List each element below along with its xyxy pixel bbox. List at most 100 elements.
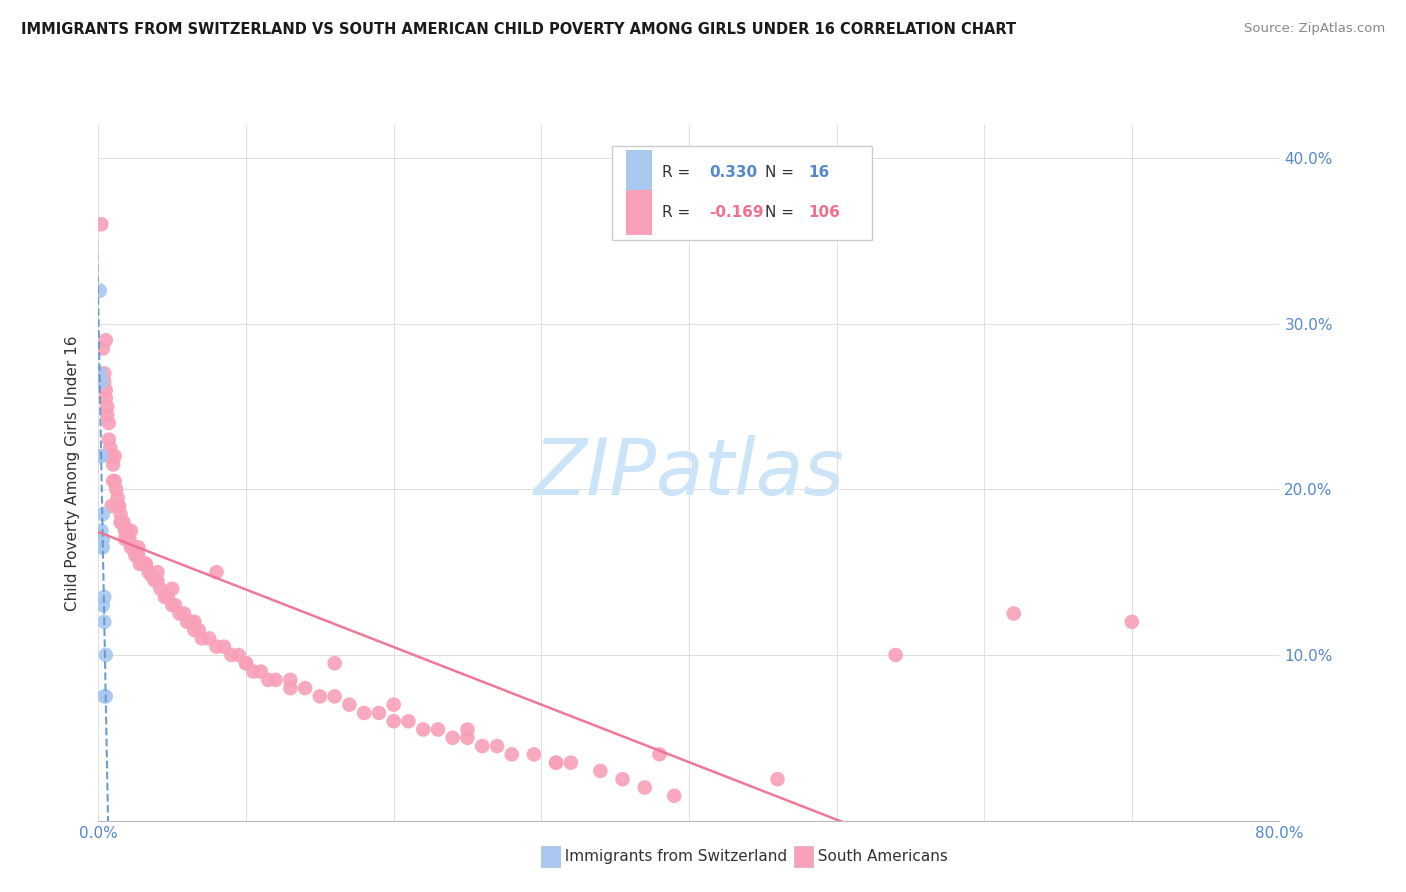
Bar xyxy=(626,190,652,235)
Point xyxy=(149,582,172,596)
Point xyxy=(612,772,634,787)
Point xyxy=(89,367,111,381)
Point xyxy=(107,499,129,513)
Point xyxy=(1002,607,1025,621)
Point xyxy=(104,474,127,488)
Point xyxy=(91,507,114,521)
Point xyxy=(98,449,121,463)
Bar xyxy=(626,150,652,194)
Text: 16: 16 xyxy=(808,165,830,179)
Point xyxy=(93,375,115,389)
Point xyxy=(250,665,273,679)
Point xyxy=(353,706,375,720)
Point xyxy=(96,408,118,422)
Point xyxy=(90,375,112,389)
Point xyxy=(165,599,187,613)
Text: N =: N = xyxy=(765,205,799,220)
Point xyxy=(111,516,134,530)
Point xyxy=(1121,615,1143,629)
Point xyxy=(382,698,405,712)
Point xyxy=(664,789,686,803)
Point xyxy=(90,217,112,231)
Point xyxy=(94,383,117,397)
Point xyxy=(162,599,183,613)
Point xyxy=(235,657,257,671)
Point xyxy=(110,516,132,530)
Point xyxy=(124,549,146,563)
Point xyxy=(146,574,169,588)
Point xyxy=(93,690,115,704)
Point xyxy=(212,640,235,654)
Point xyxy=(219,648,242,662)
Point xyxy=(884,648,907,662)
Point xyxy=(169,607,191,621)
Point xyxy=(94,648,117,662)
Point xyxy=(323,657,346,671)
Point xyxy=(112,516,135,530)
Point xyxy=(396,714,419,729)
Text: ZIPatlas: ZIPatlas xyxy=(533,434,845,511)
Point xyxy=(162,582,183,596)
Point xyxy=(96,400,118,414)
Point xyxy=(146,565,169,579)
Point xyxy=(546,756,568,770)
Point xyxy=(93,367,115,381)
Point xyxy=(183,623,205,637)
Point xyxy=(132,557,155,571)
Point xyxy=(176,615,198,629)
Point xyxy=(138,565,160,579)
Point xyxy=(105,483,128,497)
Point xyxy=(382,714,405,729)
Point xyxy=(97,416,120,430)
Point xyxy=(121,541,143,555)
Text: 0.330: 0.330 xyxy=(709,165,758,179)
Point xyxy=(412,723,434,737)
Point xyxy=(198,632,221,646)
Point xyxy=(633,780,655,795)
Point xyxy=(108,499,131,513)
Point xyxy=(456,723,478,737)
Point xyxy=(441,731,464,745)
Point xyxy=(648,747,671,762)
Point xyxy=(90,449,112,463)
Point xyxy=(114,524,136,538)
Point xyxy=(156,590,179,604)
Point xyxy=(135,557,157,571)
Point xyxy=(115,524,138,538)
Point xyxy=(94,333,117,347)
Point xyxy=(205,640,228,654)
Point xyxy=(90,541,112,555)
Point xyxy=(471,739,494,753)
Point xyxy=(191,632,214,646)
Point xyxy=(235,657,257,671)
Point xyxy=(264,673,287,687)
Text: Source: ZipAtlas.com: Source: ZipAtlas.com xyxy=(1244,22,1385,36)
Point xyxy=(187,623,209,637)
Point xyxy=(523,747,546,762)
Point xyxy=(114,532,136,546)
Text: South Americans: South Americans xyxy=(808,849,948,863)
Point xyxy=(107,491,129,505)
Point xyxy=(180,615,202,629)
Point xyxy=(173,607,195,621)
Point xyxy=(103,458,125,472)
Point xyxy=(117,532,139,546)
Point xyxy=(183,615,205,629)
Point xyxy=(589,764,612,778)
Text: -0.169: -0.169 xyxy=(709,205,763,220)
Point xyxy=(153,590,176,604)
Point xyxy=(93,590,115,604)
Point xyxy=(368,706,391,720)
Text: R =: R = xyxy=(662,165,695,179)
Point xyxy=(90,524,112,538)
Point xyxy=(110,507,132,521)
Text: IMMIGRANTS FROM SWITZERLAND VS SOUTH AMERICAN CHILD POVERTY AMONG GIRLS UNDER 16: IMMIGRANTS FROM SWITZERLAND VS SOUTH AME… xyxy=(21,22,1017,37)
Point xyxy=(120,524,142,538)
Point xyxy=(205,565,228,579)
Point xyxy=(104,449,127,463)
Point xyxy=(91,342,114,356)
Point xyxy=(427,723,450,737)
Point xyxy=(91,532,114,546)
Point xyxy=(127,541,149,555)
Point xyxy=(486,739,509,753)
